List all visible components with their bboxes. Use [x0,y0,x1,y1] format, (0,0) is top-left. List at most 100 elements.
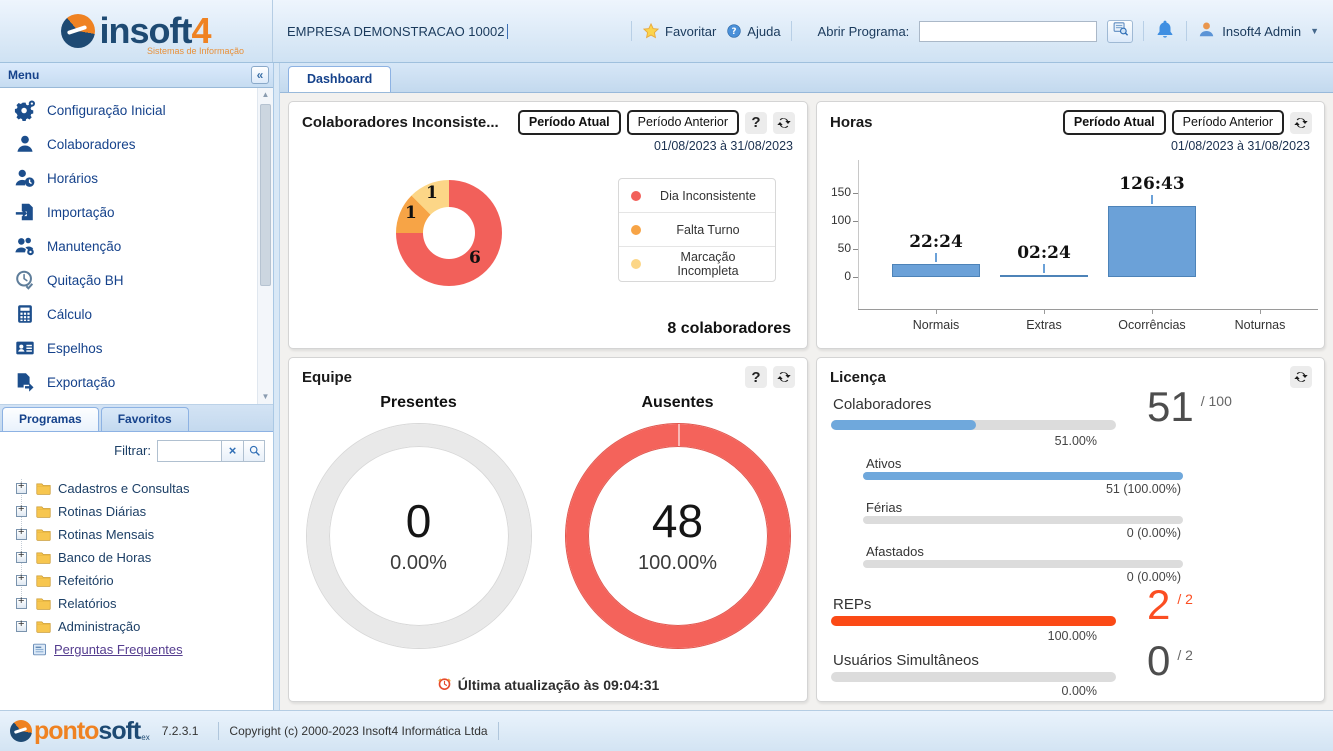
period-current-button[interactable]: Período Atual [518,110,621,135]
team-count: 0 [406,498,432,544]
license-bar-reps [831,616,1116,626]
refresh-icon[interactable] [1290,366,1312,388]
license-bar-ativos [863,472,1183,480]
tree-item-banco-de-horas[interactable]: Banco de Horas [12,546,273,569]
bar-extras[interactable] [1000,275,1088,277]
panel-help-button[interactable]: ? [745,112,767,134]
tree-item-rotinas-mensais[interactable]: Rotinas Mensais [12,523,273,546]
expand-plus-icon[interactable] [16,529,27,540]
filter-clear-button[interactable]: × [221,440,243,462]
scroll-down-icon[interactable]: ▼ [258,390,273,404]
program-tree: Cadastros e Consultas Rotinas Diárias Roti… [0,469,273,710]
bar-label-connector [935,253,937,262]
program-lookup-button[interactable] [1107,20,1133,43]
company-name[interactable]: EMPRESA DEMONSTRACAO 10002 [287,24,508,39]
license-label-reps: REPs [833,596,871,613]
bar-ocorrencias[interactable] [1108,206,1196,277]
tree-item-perguntas-frequentes[interactable]: Perguntas Frequentes [12,638,273,661]
expand-plus-icon[interactable] [16,552,27,563]
menu-item-label: Exportação [47,375,115,390]
license-percent: 0.00% [817,684,1097,698]
refresh-icon[interactable] [773,112,795,134]
favorite-button[interactable]: Favoritar [642,22,716,40]
user-menu[interactable]: Insoft4 Admin ▼ [1197,20,1319,42]
team-group-ausentes: Ausentes48100.00% [548,392,807,648]
tree-item-rotinas-diarias[interactable]: Rotinas Diárias [12,500,273,523]
menu-item-horarios[interactable]: Horários [0,161,255,195]
expand-plus-icon[interactable] [16,598,27,609]
panel-colaboradores-inconsistentes: Colaboradores Inconsiste... Período Atua… [288,101,808,349]
license-bar-afastados [863,560,1183,568]
bar-value-label: 126:43 [1098,174,1206,194]
scrollbar-thumb[interactable] [260,104,271,286]
open-program-input[interactable] [919,21,1097,42]
main-area: Dashboard Colaboradores Inconsiste... Pe… [280,63,1333,710]
license-percent: 0 (0.00%) [817,570,1181,584]
team-body: Presentes00.00%Ausentes48100.00% [289,392,807,648]
menu-item-configuracao-inicial[interactable]: Configuração Inicial [0,93,255,127]
team-ring-presentes[interactable]: 00.00% [307,424,531,648]
y-axis-tick-label: 100 [821,213,851,227]
team-ring-ausentes[interactable]: 48100.00% [566,424,790,648]
license-percent: 51.00% [817,434,1097,448]
expand-plus-icon[interactable] [16,575,27,586]
x-axis-tick [936,310,937,314]
menu-scrollbar[interactable]: ▲ ▼ [257,88,273,404]
copyright-text: Copyright (c) 2000-2023 Insoft4 Informát… [229,724,487,738]
legend-item-marcacao-incompleta[interactable]: Marcação Incompleta [619,247,775,281]
menu-item-label: Cálculo [47,307,92,322]
expand-plus-icon[interactable] [16,483,27,494]
tree-item-refeitorio[interactable]: Refeitório [12,569,273,592]
menu-item-calculo[interactable]: Cálculo [0,297,255,331]
refresh-icon[interactable] [1290,112,1312,134]
tree-item-relatorios[interactable]: Relatórios [12,592,273,615]
menu-item-espelhos[interactable]: Espelhos [0,331,255,365]
panel-title: Horas [830,114,873,131]
category-label: Ocorrências [1098,318,1206,332]
notifications-bell-button[interactable] [1154,18,1176,45]
bar-normais[interactable] [892,264,980,277]
open-program-label: Abrir Programa: [818,24,910,39]
help-button[interactable]: ? Ajuda [726,23,780,39]
expand-plus-icon[interactable] [16,621,27,632]
folder-icon [34,549,53,566]
expand-plus-icon[interactable] [16,506,27,517]
menu-item-manutencao[interactable]: Manutenção [0,229,255,263]
menu-item-colaboradores[interactable]: Colaboradores [0,127,255,161]
license-count-colaboradores: 51/ 100 [1147,386,1232,428]
refresh-icon[interactable] [773,366,795,388]
period-previous-button[interactable]: Período Anterior [627,110,739,135]
chevron-down-icon: ▼ [1310,26,1319,36]
menu-item-exportacao[interactable]: Exportação [0,365,255,399]
inconsistencias-donut-chart[interactable] [396,180,502,286]
sidebar-tab-programas[interactable]: Programas [2,407,99,431]
tree-item-cadastros-e-consultas[interactable]: Cadastros e Consultas [12,477,273,500]
scroll-up-icon[interactable]: ▲ [258,88,273,102]
last-update: Última atualização às 09:04:31 [289,676,807,694]
filter-input[interactable] [157,440,221,462]
legend-item-dia-inconsistente[interactable]: Dia Inconsistente [619,179,775,213]
menu-item-importacao[interactable]: Importação [0,195,255,229]
menu-item-item[interactable] [0,399,255,404]
x-axis-tick [1260,310,1261,314]
header-actions: Favoritar ? Ajuda Abrir Programa: Insoft… [631,18,1333,45]
period-current-button[interactable]: Período Atual [1063,110,1166,135]
tab-dashboard[interactable]: Dashboard [288,66,391,92]
user-avatar-icon [1197,20,1216,42]
legend-item-falta-turno[interactable]: Falta Turno [619,213,775,247]
insoft4-logo-text: insoft4 [99,13,210,49]
panel-help-button[interactable]: ? [745,366,767,388]
sidebar: Menu « Configuração InicialColaboradores… [0,63,274,710]
y-axis-line [858,160,859,309]
filter-search-button[interactable] [243,440,265,462]
tree-item-label: Banco de Horas [58,550,151,565]
collapse-sidebar-button[interactable]: « [251,66,269,84]
sidebar-tab-favoritos[interactable]: Favoritos [101,407,189,431]
folder-icon [34,526,53,543]
calculator-icon [14,303,36,325]
menu-item-quitacao-bh[interactable]: Quitação BH [0,263,255,297]
tree-item-label: Rotinas Diárias [58,504,146,519]
period-previous-button[interactable]: Período Anterior [1172,110,1284,135]
total-colaboradores: 8 colaboradores [667,320,791,338]
tree-item-administracao[interactable]: Administração [12,615,273,638]
